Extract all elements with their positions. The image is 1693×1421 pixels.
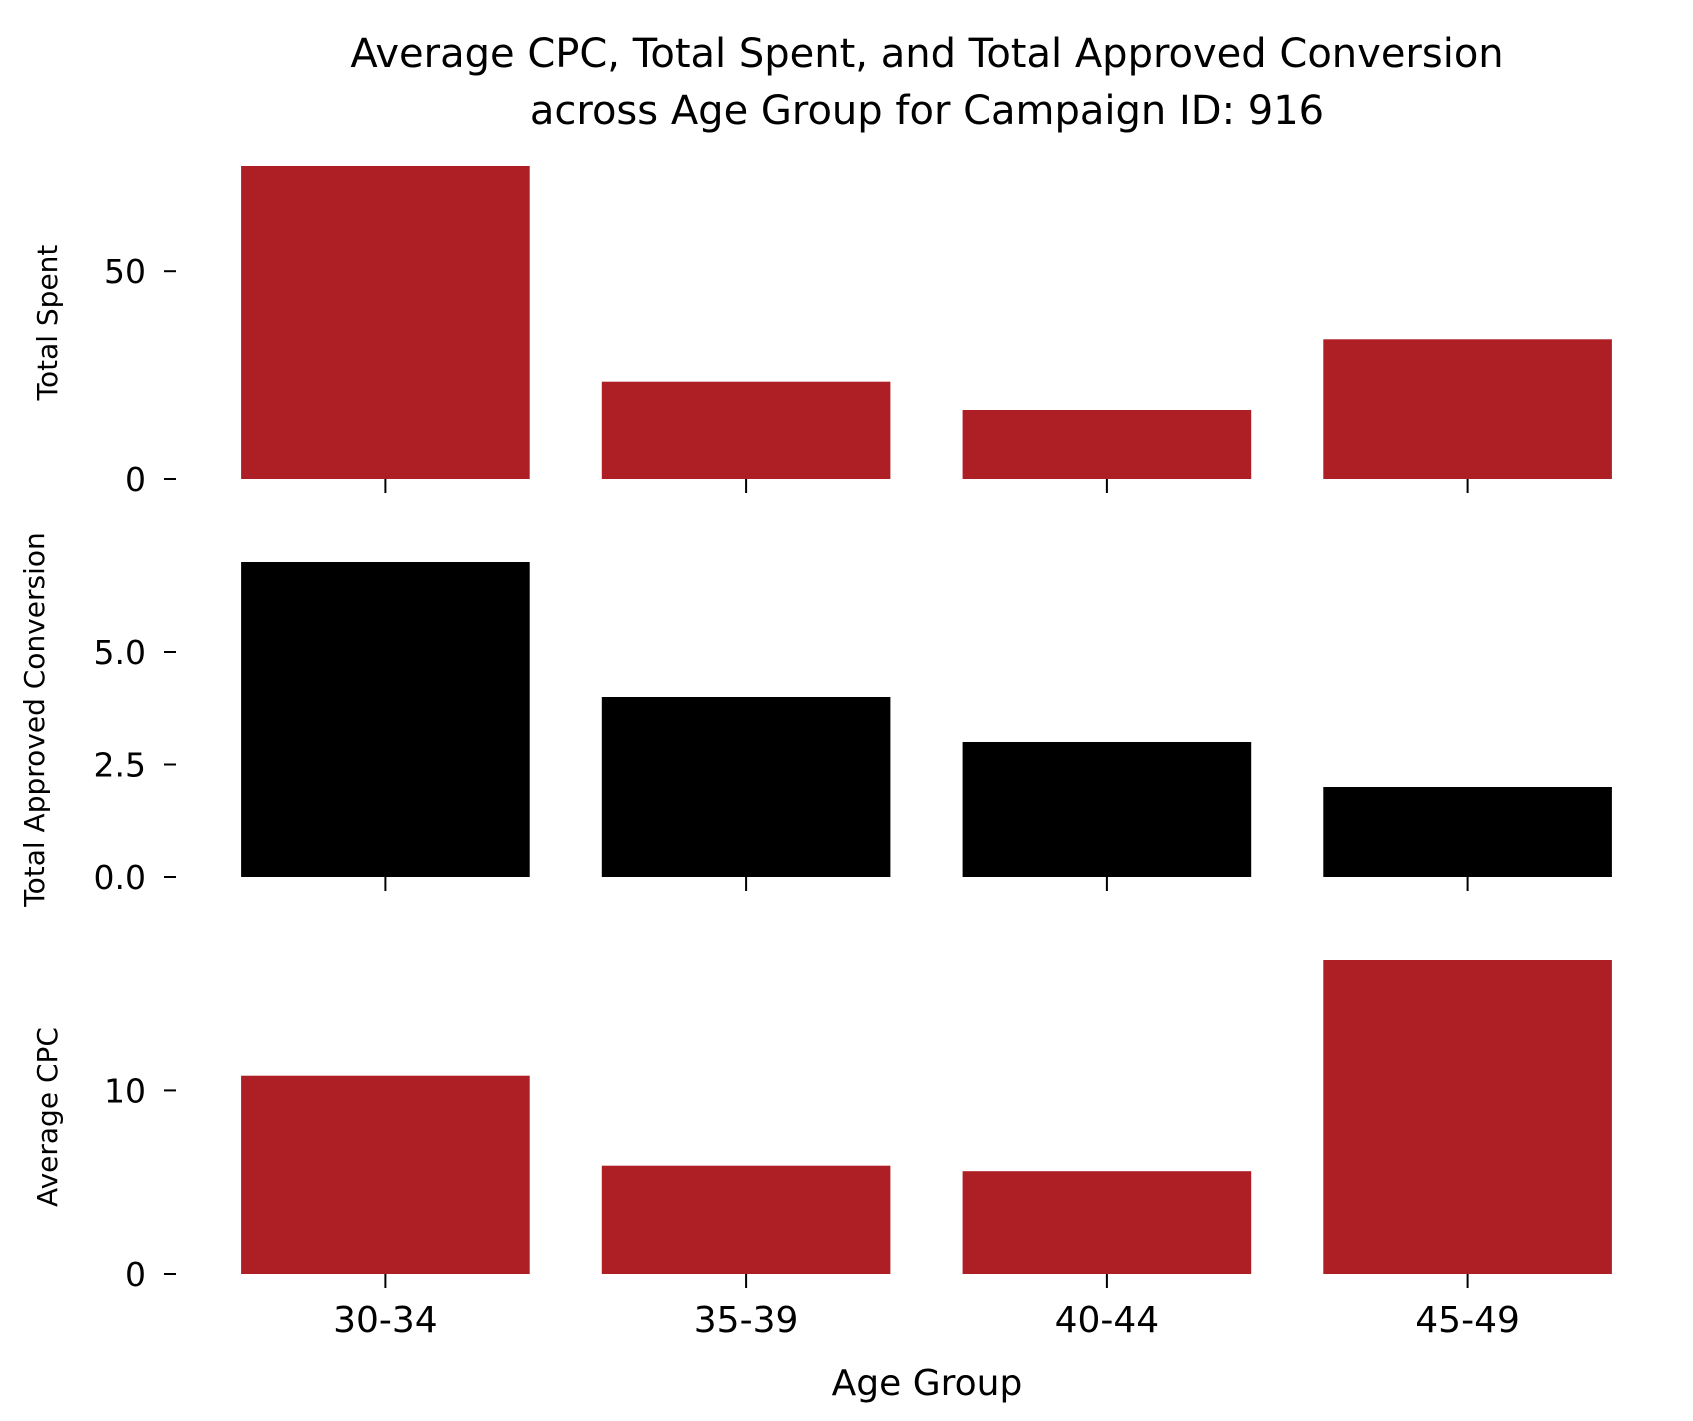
x-axis-label: Age Group xyxy=(832,1363,1023,1404)
bar-3-35-39 xyxy=(601,1165,891,1274)
bar-2-40-44 xyxy=(962,742,1252,877)
y-tick-label: 5.0 xyxy=(94,633,146,672)
chart-title-line-1: Average CPC, Total Spent, and Total Appr… xyxy=(350,31,1503,77)
y-axis-label: Average CPC xyxy=(31,1027,64,1207)
y-tick-label: 0.0 xyxy=(94,858,146,897)
y-tick-label: 0 xyxy=(125,1255,146,1294)
y-axis-label: Total Spent xyxy=(31,245,64,402)
x-tick-label: 35-39 xyxy=(694,1300,799,1341)
x-tick-label: 45-49 xyxy=(1415,1300,1520,1341)
bar-2-30-34 xyxy=(241,562,530,877)
y-tick-label: 0 xyxy=(125,460,146,499)
panel-1: 0 50 Total Spent xyxy=(31,166,1612,499)
x-tick-label: 40-44 xyxy=(1055,1300,1160,1341)
chart-title: Average CPC, Total Spent, and Total Appr… xyxy=(350,31,1503,134)
panel-3: 0 10 Average CPC 30-34 35-39 40-44 45-49 xyxy=(31,960,1612,1341)
y-tick-label: 2.5 xyxy=(94,746,146,785)
y-axis-label: Total Approved Conversion xyxy=(18,532,51,907)
bar-1-35-39 xyxy=(601,381,891,479)
bar-3-45-49 xyxy=(1323,960,1612,1274)
chart-panels: 0 50 Total Spent 0.0 2.5 5.0 Total Approved Co… xyxy=(18,166,1612,1341)
bar-2-35-39 xyxy=(601,697,891,877)
bar-1-40-44 xyxy=(962,410,1252,479)
panel-2: 0.0 2.5 5.0 Total Approved Conversion xyxy=(18,532,1612,908)
bar-2-45-49 xyxy=(1323,787,1612,877)
y-tick-label: 10 xyxy=(104,1071,146,1110)
bar-3-40-44 xyxy=(962,1171,1252,1274)
bar-3-30-34 xyxy=(241,1075,530,1274)
bar-1-30-34 xyxy=(241,166,530,479)
bar-1-45-49 xyxy=(1323,339,1612,479)
chart-title-line-2: across Age Group for Campaign ID: 916 xyxy=(530,88,1324,134)
x-tick-label: 30-34 xyxy=(333,1300,438,1341)
y-tick-label: 50 xyxy=(104,252,146,291)
